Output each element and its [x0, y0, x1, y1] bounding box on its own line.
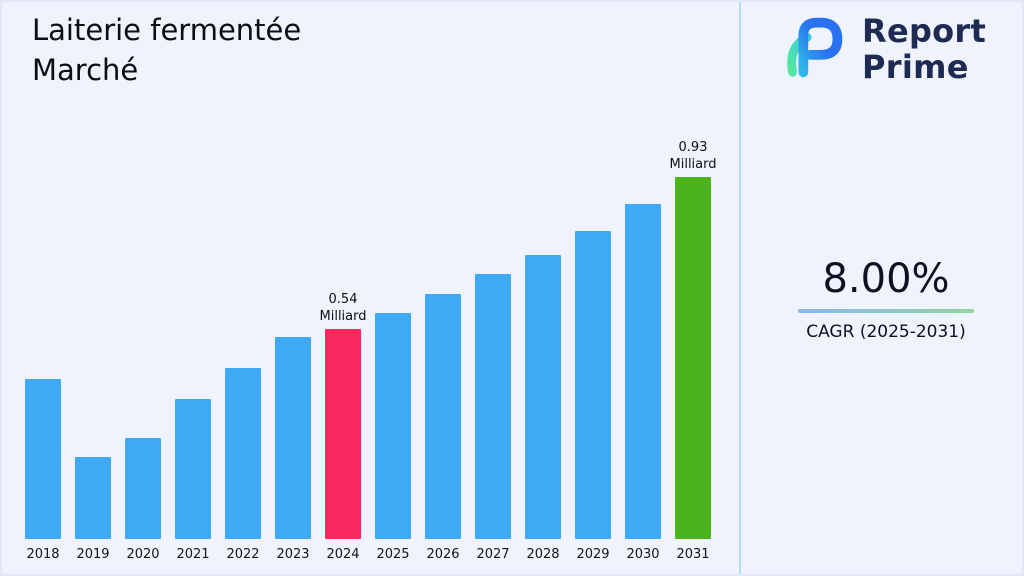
- cagr-label: CAGR (2025-2031): [806, 322, 966, 342]
- x-axis-label-2018: 2018: [26, 547, 60, 562]
- chart-column-2023: 2023: [268, 337, 318, 562]
- bar-2019: [75, 457, 111, 539]
- chart-column-2021: 2021: [168, 399, 218, 562]
- bar-2025: [375, 313, 411, 539]
- bar-2024: [325, 329, 361, 539]
- x-axis-label-2023: 2023: [276, 547, 310, 562]
- x-axis-label-2021: 2021: [176, 547, 210, 562]
- bar-2020: [125, 438, 161, 539]
- x-axis-label-2024: 2024: [326, 547, 360, 562]
- chart-column-2024: 0.54 Milliard 2024: [318, 292, 368, 562]
- chart-column-2027: 2027: [468, 274, 518, 562]
- cagr-underline: [798, 309, 974, 313]
- bar-2027: [475, 274, 511, 539]
- x-axis-label-2020: 2020: [126, 547, 160, 562]
- report-prime-logo: Report Prime: [778, 10, 986, 90]
- bar-2029: [575, 231, 611, 539]
- bar-2021: [175, 399, 211, 539]
- x-axis-label-2031: 2031: [676, 547, 710, 562]
- brand-name: Report Prime: [862, 12, 987, 86]
- chart-column-2031: 0.93 Milliard 2031: [668, 140, 718, 562]
- page-title-line-1: Laiterie fermentée: [32, 13, 302, 47]
- chart-column-2018: 2018: [18, 379, 68, 562]
- brand-name-line-1: Report: [862, 12, 987, 51]
- chart-column-2026: 2026: [418, 294, 468, 562]
- bar-2018: [25, 379, 61, 539]
- bar-2023: [275, 337, 311, 539]
- x-axis-label-2022: 2022: [226, 547, 260, 562]
- page-title-line-2: Marché: [32, 53, 139, 88]
- panel-divider: [739, 2, 741, 574]
- x-axis-label-2027: 2027: [476, 547, 510, 562]
- x-axis-label-2028: 2028: [526, 547, 560, 562]
- bar-2031: [675, 177, 711, 539]
- x-axis-label-2030: 2030: [626, 547, 660, 562]
- page-title: Laiterie fermentée Marché: [32, 10, 301, 90]
- chart-column-2025: 2025: [368, 313, 418, 562]
- brand-name-line-2: Prime: [862, 48, 969, 86]
- chart-column-2019: 2019: [68, 457, 118, 562]
- x-axis-label-2029: 2029: [576, 547, 610, 562]
- cagr-value: 8.00%: [822, 256, 950, 302]
- bar-value-label-2024: 0.54 Milliard: [319, 292, 367, 325]
- x-axis-label-2025: 2025: [376, 547, 410, 562]
- cagr-block: 8.00% CAGR (2025-2031): [798, 256, 974, 342]
- chart-column-2020: 2020: [118, 438, 168, 562]
- x-axis-label-2026: 2026: [426, 547, 460, 562]
- x-axis-label-2019: 2019: [76, 547, 110, 562]
- bar-2028: [525, 255, 561, 539]
- chart-column-2022: 2022: [218, 368, 268, 562]
- chart-column-2030: 2030: [618, 204, 668, 562]
- bar-chart: 2018 2019 2020 2021 2022 2023 0.54 Milliard 2024…: [18, 140, 720, 562]
- chart-column-2029: 2029: [568, 231, 618, 562]
- report-prime-logo-icon: [778, 10, 854, 90]
- bar-2022: [225, 368, 261, 539]
- bar-2030: [625, 204, 661, 539]
- bar-2026: [425, 294, 461, 539]
- bar-value-label-2031: 0.93 Milliard: [669, 140, 717, 173]
- chart-column-2028: 2028: [518, 255, 568, 562]
